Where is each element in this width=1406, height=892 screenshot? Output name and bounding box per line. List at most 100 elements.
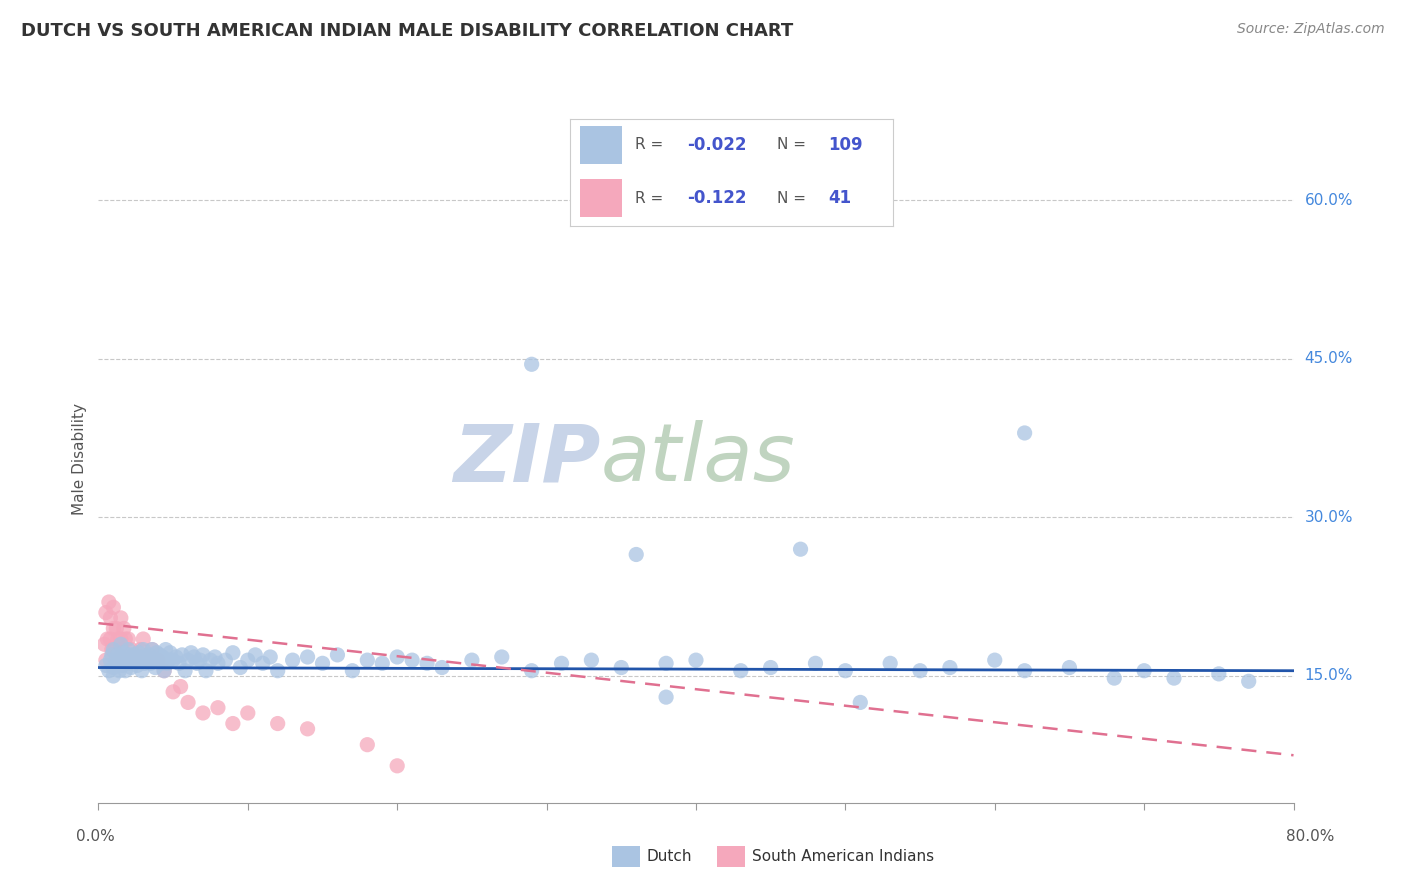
Point xyxy=(214,653,236,667)
Text: 30.0%: 30.0% xyxy=(1305,510,1353,525)
Point xyxy=(204,650,226,665)
Point xyxy=(191,648,214,662)
Point xyxy=(134,657,156,671)
Point xyxy=(177,653,200,667)
Point xyxy=(112,622,135,636)
Point xyxy=(655,690,678,705)
Point xyxy=(128,646,150,660)
Point xyxy=(117,632,139,646)
Point xyxy=(155,642,177,657)
Point xyxy=(385,650,409,665)
Point xyxy=(153,664,176,678)
Point xyxy=(125,653,148,667)
Point xyxy=(138,648,160,662)
Point xyxy=(125,653,148,667)
Point xyxy=(149,648,172,662)
Point xyxy=(136,653,159,667)
Point xyxy=(1104,671,1126,685)
Point xyxy=(326,648,349,662)
Text: South American Indians: South American Indians xyxy=(752,849,935,863)
Point xyxy=(371,657,394,671)
Point xyxy=(186,657,208,671)
Point xyxy=(105,653,128,667)
Point xyxy=(114,664,136,678)
Point xyxy=(520,357,543,371)
Text: 60.0%: 60.0% xyxy=(1305,193,1353,208)
Point xyxy=(983,653,1005,667)
Point xyxy=(1237,674,1260,689)
Point xyxy=(281,653,304,667)
Point xyxy=(148,653,170,667)
Point xyxy=(685,653,707,667)
Point xyxy=(93,637,115,651)
Point xyxy=(1014,664,1036,678)
Point xyxy=(111,642,134,657)
Point xyxy=(849,695,872,709)
Point xyxy=(180,646,202,660)
Point xyxy=(142,653,165,667)
Point xyxy=(245,648,267,662)
Point xyxy=(104,642,127,657)
Point xyxy=(115,653,138,667)
Point xyxy=(520,664,543,678)
Point xyxy=(461,653,484,667)
Point xyxy=(121,653,143,667)
Text: 80.0%: 80.0% xyxy=(1286,830,1334,844)
Point xyxy=(297,722,319,736)
Point xyxy=(908,664,931,678)
Point xyxy=(200,653,222,667)
Point xyxy=(183,650,205,665)
Point xyxy=(124,648,146,662)
Point xyxy=(177,695,200,709)
Point xyxy=(167,657,190,671)
Point xyxy=(297,650,319,665)
Point xyxy=(110,611,132,625)
Point xyxy=(207,657,229,671)
Point xyxy=(105,653,128,667)
Point xyxy=(110,632,132,646)
Point xyxy=(94,606,117,620)
Point xyxy=(139,657,162,671)
Point xyxy=(97,595,120,609)
Point xyxy=(143,660,166,674)
Point xyxy=(127,658,149,673)
Point xyxy=(136,653,159,667)
Point xyxy=(120,660,142,674)
Point xyxy=(117,642,139,657)
Point xyxy=(117,657,139,671)
Point xyxy=(356,653,378,667)
Point xyxy=(129,642,152,657)
Point xyxy=(229,660,252,674)
Point xyxy=(252,657,274,671)
Point xyxy=(94,658,117,673)
Point xyxy=(153,664,176,678)
Point xyxy=(120,642,142,657)
Point xyxy=(172,648,194,662)
Point xyxy=(550,657,572,671)
Text: DUTCH VS SOUTH AMERICAN INDIAN MALE DISABILITY CORRELATION CHART: DUTCH VS SOUTH AMERICAN INDIAN MALE DISA… xyxy=(21,22,793,40)
Point xyxy=(131,664,153,678)
Point xyxy=(259,650,281,665)
Point xyxy=(759,660,782,674)
Point xyxy=(103,622,125,636)
Point xyxy=(96,632,118,646)
Text: 15.0%: 15.0% xyxy=(1305,668,1353,683)
Point xyxy=(267,664,290,678)
Point xyxy=(1059,660,1081,674)
Point xyxy=(401,653,423,667)
Point xyxy=(103,600,125,615)
Point xyxy=(162,653,184,667)
Point xyxy=(98,611,122,625)
Point xyxy=(581,653,603,667)
Point xyxy=(1163,671,1185,685)
Point xyxy=(236,653,259,667)
Point xyxy=(834,664,856,678)
Point xyxy=(108,664,131,678)
Point xyxy=(141,642,163,657)
Point xyxy=(222,716,245,731)
Point xyxy=(624,548,647,562)
Point xyxy=(1014,425,1036,440)
Text: Dutch: Dutch xyxy=(647,849,692,863)
Point xyxy=(157,653,180,667)
Point xyxy=(356,738,378,752)
